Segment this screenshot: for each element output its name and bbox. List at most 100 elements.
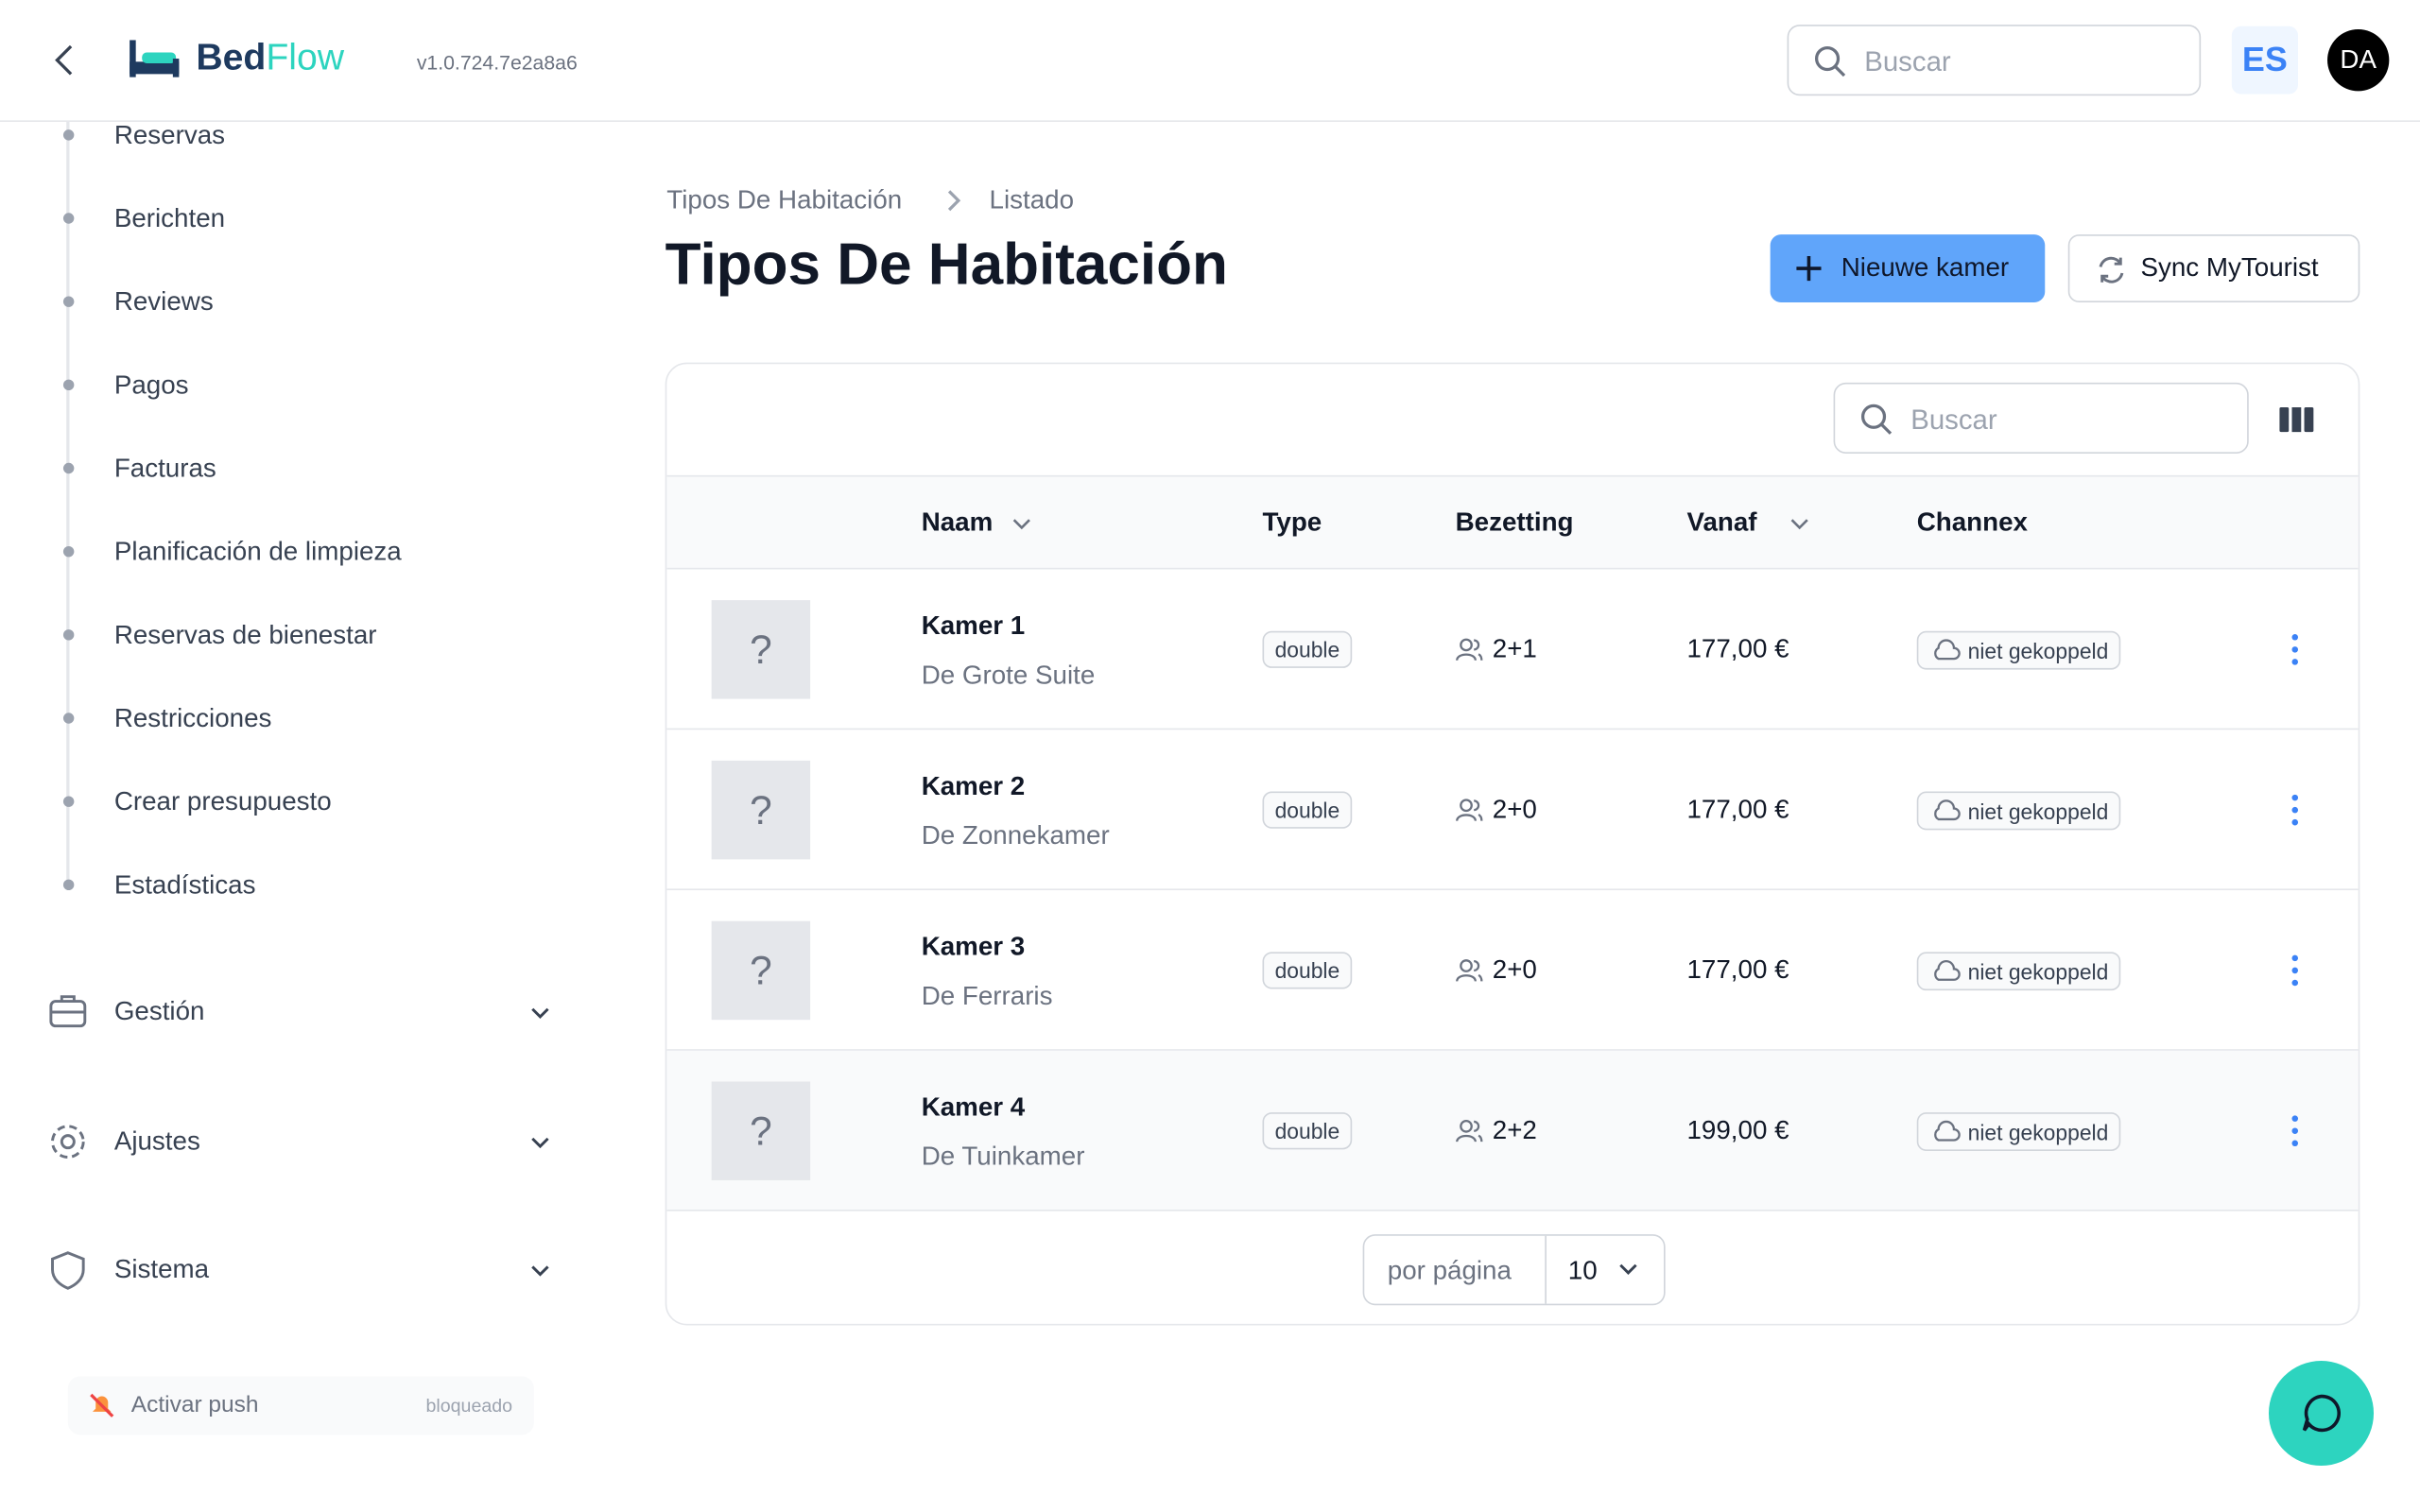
people-icon (1456, 796, 1483, 832)
people-icon (1456, 1117, 1483, 1153)
top-bar (0, 0, 2420, 122)
table-search[interactable]: Buscar (1833, 382, 2249, 454)
room-name: Kamer 3 (921, 932, 1026, 962)
nav-item[interactable]: Restricciones (113, 703, 272, 733)
table-header (666, 474, 2359, 570)
row-menu[interactable] (2288, 952, 2303, 996)
page-title: Tipos De Habitación (665, 232, 1228, 299)
room-subtitle: De Zonnekamer (921, 820, 1110, 850)
new-room-button[interactable]: Nieuwe kamer (1770, 234, 2046, 302)
channex-badge: niet gekoppeld (1916, 1112, 2121, 1151)
sync-button[interactable]: Sync MyTourist (2067, 234, 2360, 302)
nav-item[interactable]: Reservas (113, 120, 226, 150)
search-placeholder: Buscar (1864, 45, 1951, 77)
breadcrumb-current: Listado (989, 184, 1075, 215)
per-page-label: por página (1387, 1255, 1512, 1285)
nav-dot (62, 713, 75, 724)
room-name: Kamer 2 (921, 771, 1026, 801)
nav-item[interactable]: Berichten (113, 203, 226, 233)
price: 177,00 € (1686, 634, 1789, 664)
nav-dot (62, 296, 75, 307)
nav-dot (62, 629, 75, 641)
nav-item[interactable]: Reviews (113, 286, 214, 317)
row-menu[interactable] (2288, 792, 2303, 836)
chevron (529, 1132, 551, 1160)
breadcrumb-link[interactable]: Tipos De Habitación (666, 184, 903, 215)
back-button[interactable] (49, 43, 80, 77)
people-icon (1456, 956, 1483, 992)
occupancy: 2+1 (1492, 634, 1537, 664)
nav-item[interactable]: Planificación de limpieza (113, 537, 402, 567)
nav-dot (62, 129, 75, 141)
nav-item[interactable]: Crear presupuesto (113, 786, 332, 816)
nav-group[interactable]: Ajustes (113, 1125, 200, 1156)
divider (1545, 1235, 1547, 1304)
version: v1.0.724.7e2a8a6 (416, 50, 578, 75)
avatar[interactable]: DA (2327, 29, 2390, 92)
column-header: Bezetting (1455, 507, 1574, 538)
sort-icon (1789, 514, 1810, 541)
cloud-icon (1930, 639, 1962, 671)
channex-label: niet gekoppeld (1967, 799, 2109, 824)
channex-badge: niet gekoppeld (1916, 630, 2121, 671)
group-icon (46, 1120, 90, 1171)
type-badge: double (1262, 1112, 1353, 1150)
column-header: Channex (1916, 507, 2028, 538)
sidebar-line (66, 121, 70, 889)
push-label: Activar push (130, 1391, 259, 1418)
occupancy: 2+2 (1492, 1115, 1537, 1145)
columns-toggle[interactable] (2278, 405, 2315, 433)
search-placeholder: Buscar (1910, 404, 1997, 436)
column-header: Type (1262, 507, 1322, 538)
language-switch[interactable]: ES (2231, 26, 2299, 94)
pagination: por página 10 (1362, 1234, 1666, 1306)
channex-badge: niet gekoppeld (1916, 791, 2121, 831)
room-name: Kamer 4 (921, 1091, 1026, 1122)
nav-dot (62, 879, 75, 891)
chevron (529, 1261, 551, 1288)
nav-dot (62, 379, 75, 391)
room-thumbnail: ? (711, 760, 811, 860)
nav-dot (62, 213, 75, 224)
price: 177,00 € (1686, 954, 1789, 985)
search-box[interactable]: Buscar (1787, 25, 2202, 96)
nav-item[interactable]: Pagos (113, 369, 189, 400)
room-thumbnail: ? (711, 920, 811, 1021)
nav-dot (62, 796, 75, 807)
channex-label: niet gekoppeld (1967, 638, 2109, 664)
channex-label: niet gekoppeld (1967, 959, 2109, 985)
chat-button[interactable] (2268, 1360, 2375, 1467)
people-icon (1456, 636, 1483, 672)
occupancy: 2+0 (1492, 794, 1537, 824)
row-menu[interactable] (2288, 1112, 2303, 1157)
channex-label: niet gekoppeld (1967, 1120, 2109, 1145)
nav-item[interactable]: Estadísticas (113, 869, 256, 900)
channex-badge: niet gekoppeld (1916, 952, 2121, 992)
brand-first: Bed (196, 37, 267, 79)
push-toggle[interactable]: Activar push bloqueado (67, 1376, 534, 1435)
table-card: Buscar Naam Type Bezetting Vanaf Channex? Kam… (665, 362, 2360, 1326)
table-row (666, 890, 2359, 1051)
button-label: Nieuwe kamer (1841, 252, 2010, 283)
room-subtitle: De Tuinkamer (921, 1142, 1085, 1172)
row-menu[interactable] (2288, 631, 2303, 676)
price: 177,00 € (1686, 794, 1789, 824)
brand-second: Flow (266, 37, 345, 79)
room-thumbnail: ? (711, 600, 811, 699)
nav-group[interactable]: Gestión (113, 996, 205, 1026)
table-row (666, 569, 2359, 730)
nav-item[interactable]: Facturas (113, 453, 216, 484)
type-badge: double (1262, 952, 1353, 989)
nav-group[interactable]: Sistema (113, 1254, 210, 1284)
button-label: Sync MyTourist (2140, 252, 2319, 283)
brand: BedFlow (196, 37, 344, 80)
cloud-icon (1930, 960, 1962, 992)
room-subtitle: De Grote Suite (921, 660, 1096, 690)
table-row (666, 730, 2359, 891)
nav-item[interactable]: Reservas de bienestar (113, 620, 377, 650)
room-name: Kamer 1 (921, 610, 1026, 641)
per-page-value[interactable]: 10 (1567, 1255, 1598, 1285)
nav-dot (62, 462, 75, 474)
type-badge: double (1262, 791, 1353, 829)
column-header: Vanaf (1686, 507, 1757, 538)
